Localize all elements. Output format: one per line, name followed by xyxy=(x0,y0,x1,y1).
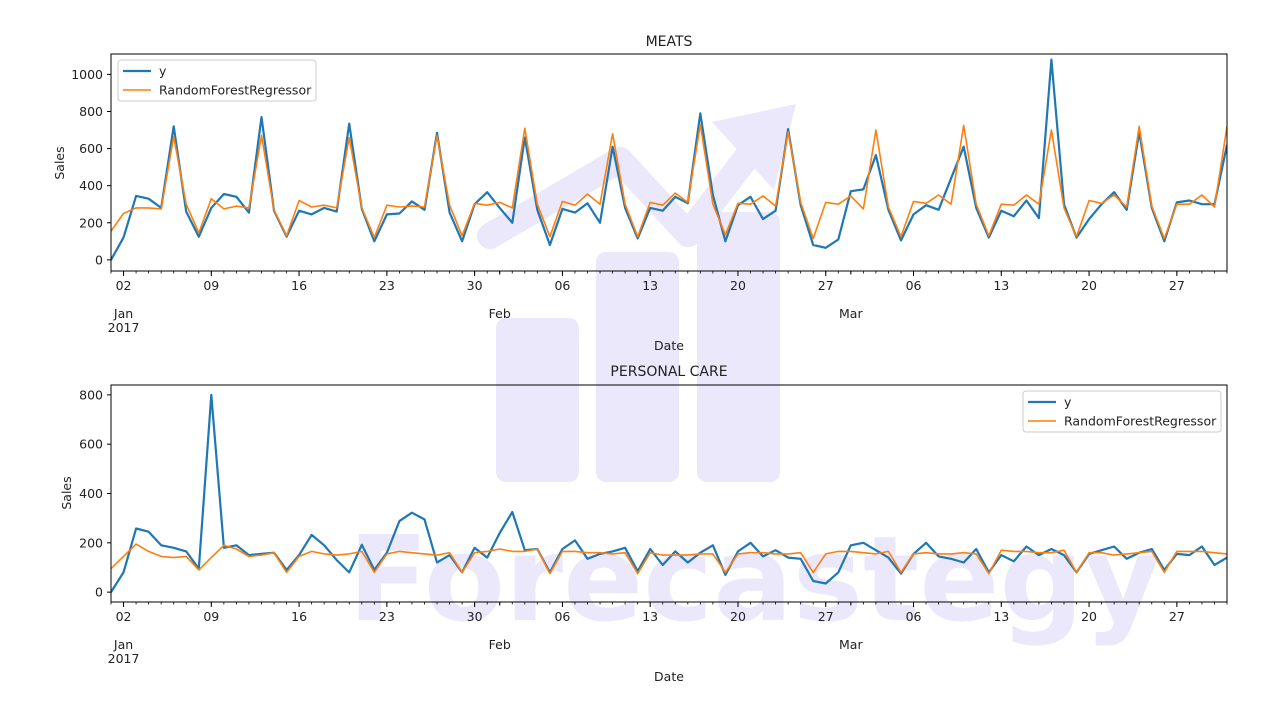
x-axis-label: Date xyxy=(654,669,684,684)
x-tick-sublabel: Jan xyxy=(113,306,133,321)
y-tick-label: 600 xyxy=(79,141,103,156)
x-tick-label: 23 xyxy=(379,609,395,624)
legend-entry: RandomForestRegressor xyxy=(159,83,312,98)
legend: y RandomForestRegressor xyxy=(1022,390,1222,433)
x-tick-label: 13 xyxy=(642,609,658,624)
x-tick-label: 06 xyxy=(554,278,570,293)
x-tick-label: 02 xyxy=(116,609,132,624)
y-tick-label: 1000 xyxy=(71,67,103,82)
x-tick-sublabel: 2017 xyxy=(108,320,140,335)
x-tick-label: 20 xyxy=(1081,278,1097,293)
x-axis-label: Date xyxy=(654,338,684,353)
series-line-random-forest-regressor xyxy=(111,123,1227,240)
x-tick-label: 13 xyxy=(642,278,658,293)
y-tick-label: 0 xyxy=(95,252,103,267)
legend: y RandomForestRegressor xyxy=(117,59,317,102)
x-tick-label: 20 xyxy=(730,278,746,293)
legend-entry: y xyxy=(1064,395,1072,410)
x-month-label: Mar xyxy=(839,637,863,652)
legend-entry: RandomForestRegressor xyxy=(1064,414,1217,429)
series-line-y xyxy=(111,393,1227,593)
x-tick-label: 13 xyxy=(993,278,1009,293)
x-tick-label: 16 xyxy=(291,278,307,293)
x-tick-label: 09 xyxy=(203,609,219,624)
y-tick-label: 400 xyxy=(79,178,103,193)
x-tick-label: 27 xyxy=(818,609,834,624)
x-tick-label: 30 xyxy=(467,278,483,293)
x-tick-label: 16 xyxy=(291,609,307,624)
series-layer xyxy=(111,393,1227,593)
x-tick-label: 20 xyxy=(730,609,746,624)
y-axis: 0 200 400 600 800 1000 xyxy=(71,67,111,267)
x-tick-label: 27 xyxy=(1169,278,1185,293)
x-month-label: Feb xyxy=(489,637,511,652)
watermark-bar-3 xyxy=(697,212,780,482)
x-tick-label: 06 xyxy=(906,278,922,293)
x-tick-label: 13 xyxy=(993,609,1009,624)
y-axis: 0 200 400 600 800 xyxy=(79,387,111,600)
series-line-random-forest-regressor xyxy=(111,543,1227,575)
chart-title: MEATS xyxy=(646,34,693,50)
y-tick-label: 200 xyxy=(79,535,103,550)
watermark-text: Forecastegy xyxy=(348,510,1161,648)
x-tick-label: 09 xyxy=(203,278,219,293)
y-axis-label: Sales xyxy=(52,146,67,179)
x-tick-label: 27 xyxy=(1169,609,1185,624)
x-month-label: Mar xyxy=(839,306,863,321)
watermark-arrow-icon xyxy=(477,127,773,249)
watermark-bar-1 xyxy=(496,318,579,482)
x-tick-label: 23 xyxy=(379,278,395,293)
series-layer xyxy=(111,58,1227,261)
legend-entry: y xyxy=(159,64,167,79)
plot-frame xyxy=(110,384,1228,603)
y-axis-label: Sales xyxy=(59,476,74,509)
chart-title: PERSONAL CARE xyxy=(610,364,727,380)
plot-frame xyxy=(110,53,1228,272)
y-tick-label: 600 xyxy=(79,437,103,452)
x-tick-label: 06 xyxy=(554,609,570,624)
y-tick-label: 800 xyxy=(79,387,103,402)
y-tick-label: 200 xyxy=(79,215,103,230)
watermark-arrowhead-icon xyxy=(712,104,796,190)
y-tick-label: 0 xyxy=(95,585,103,600)
watermark-bar-2 xyxy=(596,252,679,482)
x-month-label: Feb xyxy=(489,306,511,321)
y-tick-label: 400 xyxy=(79,486,103,501)
x-tick-label: 30 xyxy=(467,609,483,624)
x-tick-sublabel: Jan xyxy=(113,637,133,652)
x-tick-label: 06 xyxy=(906,609,922,624)
x-tick-label: 02 xyxy=(116,278,132,293)
x-tick-label: 27 xyxy=(818,278,834,293)
legend-box xyxy=(117,59,317,102)
x-tick-label: 20 xyxy=(1081,609,1097,624)
watermark-logo: Forecastegy xyxy=(348,104,1161,648)
y-tick-label: 800 xyxy=(79,104,103,119)
x-tick-sublabel: 2017 xyxy=(108,651,140,666)
legend-box xyxy=(1022,390,1222,433)
